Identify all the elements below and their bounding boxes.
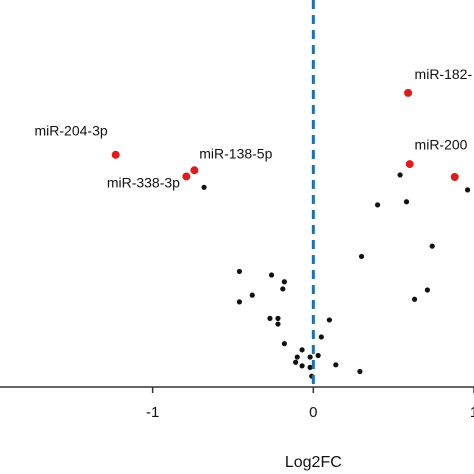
data-point (358, 253, 365, 260)
data-point (374, 202, 381, 208)
data-point (293, 359, 299, 365)
data-point (280, 286, 286, 292)
data-point (268, 272, 275, 278)
point-label: miR-200 (415, 137, 468, 153)
x-tick-label: -1 (146, 404, 159, 421)
point-label: miR-138-5p (199, 145, 272, 161)
x-tick-label: 1 (470, 404, 474, 421)
data-point (318, 334, 324, 340)
data-point (403, 199, 410, 205)
data-point (326, 317, 332, 323)
point-label: miR-204-3p (35, 123, 108, 139)
highlighted-point (450, 172, 459, 181)
data-point (429, 243, 435, 249)
data-point (201, 184, 207, 190)
data-point (464, 187, 471, 193)
data-point (411, 296, 418, 302)
data-point (299, 347, 305, 353)
x-axis-label: Log2FC (285, 454, 342, 471)
data-point (267, 315, 273, 321)
point-label: miR-338-3p (107, 174, 180, 190)
data-point (275, 315, 281, 321)
data-point (307, 364, 313, 370)
highlighted-point (190, 166, 199, 175)
data-point (357, 368, 363, 375)
points-layer (111, 88, 471, 379)
highlighted-point (405, 160, 414, 169)
data-point (315, 352, 321, 359)
data-point (281, 341, 287, 347)
point-labels: miR-182- miR-200 miR-204-3p miR-138-5p miR-3… (35, 66, 473, 190)
point-label: miR-182- (415, 66, 473, 82)
data-point (281, 279, 287, 285)
data-point (275, 321, 281, 327)
data-point (333, 362, 339, 368)
data-point (424, 287, 431, 293)
highlighted-point (404, 88, 413, 97)
data-point (236, 268, 243, 275)
highlighted-point (111, 150, 120, 159)
data-point (299, 363, 305, 369)
data-point (307, 354, 313, 360)
data-point (397, 172, 403, 178)
data-point (249, 292, 255, 298)
data-point (294, 354, 300, 360)
x-axis-ticks: 2-101 (146, 387, 474, 421)
highlighted-point (182, 172, 191, 181)
x-tick-label: 0 (309, 404, 317, 421)
data-point (236, 299, 243, 305)
